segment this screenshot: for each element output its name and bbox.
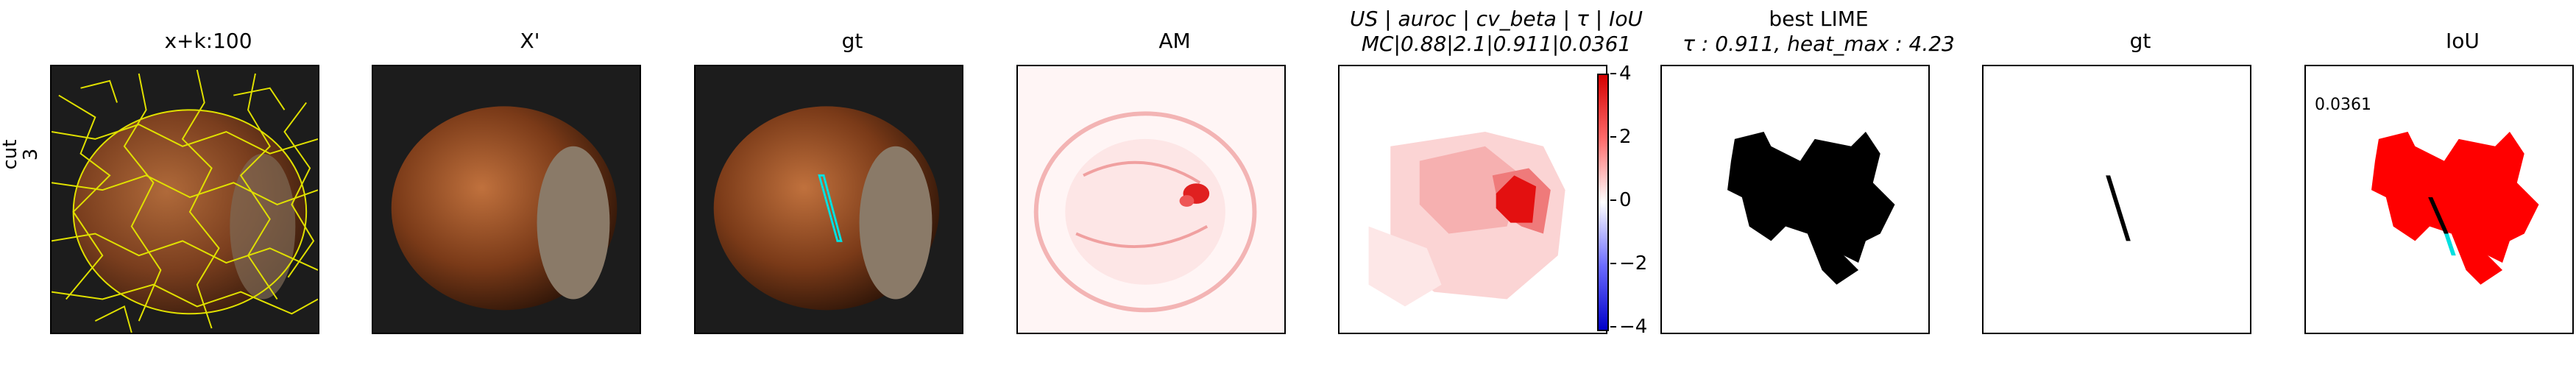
colorbar-tick-neg4: −4 <box>1610 316 1647 337</box>
superpixel-image <box>52 66 318 333</box>
colorbar-tick-4: 4 <box>1610 63 1632 84</box>
row-label-line2: 3 <box>20 148 42 161</box>
panel-title-input: x+k:100 <box>164 29 252 53</box>
panel-title-iou: IoU <box>2446 29 2480 53</box>
hazelnut-gt-image <box>696 66 962 333</box>
colorbar-tick-2: 2 <box>1610 127 1632 147</box>
panel-title-lime-line2: τ : 0.911, heat_max : 4.23 <box>1682 32 1955 56</box>
panel-us-heatmap <box>1338 65 1607 334</box>
iou-value: 0.0361 <box>2315 96 2371 114</box>
row-label-line1: cut <box>0 139 21 170</box>
panel-anomaly-map <box>1016 65 1286 334</box>
panel-title-gt: gt <box>841 29 863 53</box>
panel-title-lime-line1: best LIME <box>1769 7 1869 31</box>
us-heatmap-image <box>1340 66 1606 333</box>
panel-perturbed-image <box>372 65 641 334</box>
panel-title-am: AM <box>1158 29 1191 53</box>
panel-gt-mask <box>1982 65 2251 334</box>
panel-ground-truth-overlay <box>694 65 963 334</box>
colorbar-tick-0: 0 <box>1610 190 1632 210</box>
row-label: cut 3 <box>0 110 42 199</box>
colorbar <box>1597 74 1609 331</box>
panel-lime-mask <box>1660 65 1930 334</box>
panel-title-perturbed: X' <box>520 29 540 53</box>
panel-title-us-line2: MC|0.88|2.1|0.911|0.0361 <box>1361 32 1632 56</box>
lime-mask-image <box>1662 66 1928 333</box>
panel-iou: 0.0361 <box>2304 65 2574 334</box>
iou-image <box>2306 66 2572 333</box>
hazelnut-image <box>373 66 640 333</box>
colorbar-tick-neg2: −2 <box>1610 253 1647 274</box>
panel-title-us-line1: US | auroc | cv_beta | τ | IoU <box>1350 7 1643 31</box>
panel-superpixel-overlay <box>50 65 319 334</box>
gt-mask-image <box>1984 66 2250 333</box>
anomaly-map-image <box>1018 66 1284 333</box>
panel-title-gt-2: gt <box>2129 29 2151 53</box>
